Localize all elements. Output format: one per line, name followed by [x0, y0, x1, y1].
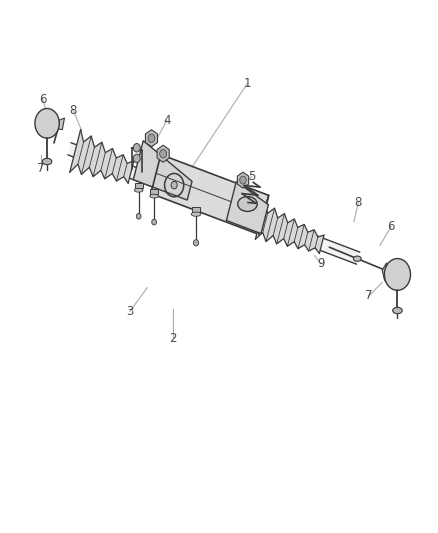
Text: 6: 6 — [387, 220, 395, 233]
Text: 3: 3 — [126, 305, 134, 318]
Ellipse shape — [238, 197, 257, 212]
Ellipse shape — [150, 194, 159, 198]
Text: 8: 8 — [355, 196, 362, 209]
Circle shape — [194, 240, 199, 246]
Text: 5: 5 — [248, 170, 255, 183]
Text: 9: 9 — [318, 257, 325, 270]
Polygon shape — [255, 203, 324, 253]
Circle shape — [148, 134, 155, 142]
Circle shape — [133, 154, 140, 163]
Ellipse shape — [353, 256, 361, 261]
Polygon shape — [145, 130, 158, 147]
Text: 1: 1 — [244, 77, 251, 90]
Ellipse shape — [191, 212, 201, 216]
Polygon shape — [68, 143, 360, 264]
Ellipse shape — [134, 188, 143, 192]
Circle shape — [152, 219, 156, 225]
Text: 8: 8 — [70, 103, 77, 117]
Polygon shape — [133, 141, 192, 200]
Polygon shape — [237, 172, 249, 188]
Ellipse shape — [42, 158, 52, 165]
Text: 7: 7 — [365, 289, 373, 302]
Polygon shape — [226, 181, 268, 233]
Polygon shape — [192, 207, 201, 212]
Ellipse shape — [392, 308, 402, 314]
Polygon shape — [151, 155, 268, 235]
Polygon shape — [157, 146, 169, 162]
Text: 7: 7 — [37, 162, 44, 175]
Circle shape — [136, 213, 141, 219]
Text: 4: 4 — [163, 114, 170, 127]
Circle shape — [160, 150, 166, 158]
Text: 2: 2 — [170, 332, 177, 344]
Circle shape — [240, 176, 246, 184]
Circle shape — [171, 181, 177, 189]
Text: 6: 6 — [39, 93, 46, 106]
Polygon shape — [70, 130, 134, 183]
Polygon shape — [135, 183, 143, 188]
Circle shape — [133, 143, 140, 152]
Circle shape — [35, 109, 59, 138]
Polygon shape — [382, 263, 389, 286]
Circle shape — [385, 259, 410, 290]
Polygon shape — [150, 189, 158, 194]
Polygon shape — [51, 118, 64, 130]
